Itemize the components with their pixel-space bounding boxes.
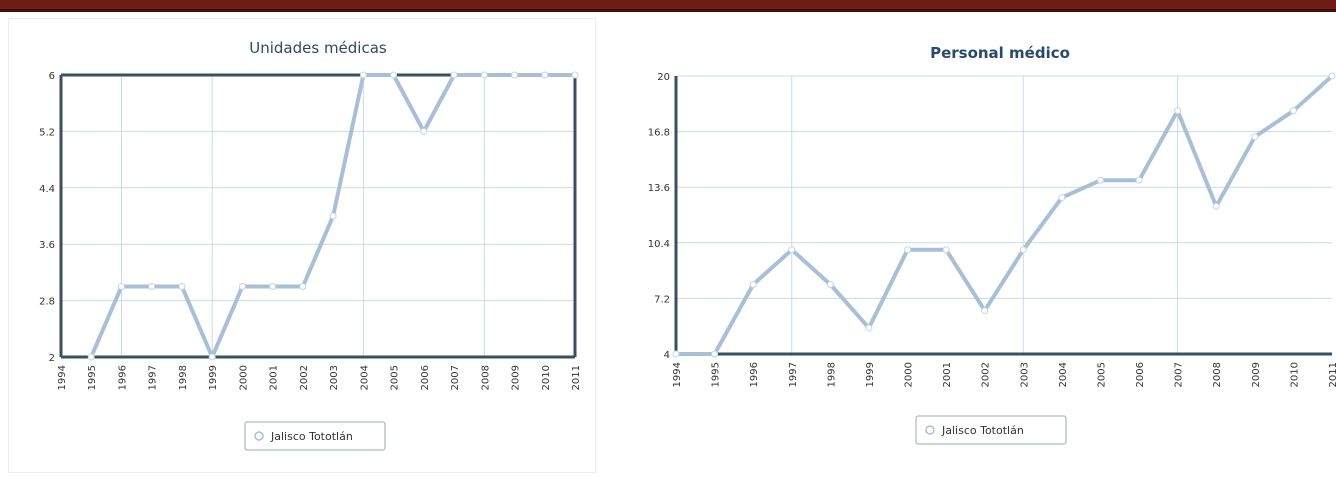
x-tick-label: 2009 bbox=[1251, 362, 1262, 387]
x-tick-label: 1994 bbox=[672, 362, 683, 387]
chart-panel-unidades: Unidades médicas 2 2.8 3.6 4.4 5.2 6 1994 1995 1… bbox=[8, 18, 596, 473]
data-point[interactable] bbox=[480, 71, 488, 79]
chart-personal-medico: Personal médico 4 7.2 10.4 13.6 16.8 20 1994 19… bbox=[648, 44, 1336, 445]
data-point[interactable] bbox=[511, 71, 519, 79]
y-tick-label: 2 bbox=[49, 353, 55, 364]
legend-label[interactable]: Jalisco Tototlán bbox=[941, 424, 1024, 437]
x-tick-label: 2006 bbox=[1135, 362, 1146, 387]
y-tick-label: 4.4 bbox=[39, 184, 55, 195]
plot-area bbox=[61, 75, 575, 357]
y-tick-label: 7.2 bbox=[654, 294, 670, 305]
data-point[interactable] bbox=[571, 71, 579, 79]
data-point[interactable] bbox=[359, 71, 367, 79]
x-tick-label: 2002 bbox=[981, 362, 992, 387]
data-point[interactable] bbox=[1212, 202, 1220, 210]
data-point[interactable] bbox=[420, 127, 428, 135]
data-point[interactable] bbox=[450, 71, 458, 79]
x-tick-label: 1995 bbox=[711, 362, 722, 387]
x-tick-label: 1997 bbox=[148, 365, 159, 390]
legend-marker bbox=[925, 425, 935, 435]
y-tick-label: 3.6 bbox=[39, 240, 55, 251]
x-tick-label: 2007 bbox=[450, 365, 461, 390]
x-tick-label: 2008 bbox=[480, 365, 491, 390]
y-tick-label: 6 bbox=[49, 71, 55, 82]
chart-panel-personal: Personal médico 4 7.2 10.4 13.6 16.8 20 1994 19… bbox=[600, 18, 1336, 473]
data-point[interactable] bbox=[1251, 133, 1259, 141]
series-line bbox=[676, 74, 1334, 356]
y-tick-label: 4 bbox=[664, 350, 670, 361]
x-tick-label: 2004 bbox=[359, 365, 370, 390]
y-tick-label: 13.6 bbox=[648, 183, 670, 194]
data-point[interactable] bbox=[1174, 107, 1182, 115]
data-point[interactable] bbox=[329, 212, 337, 220]
x-tick-label: 1997 bbox=[788, 362, 799, 387]
x-tick-label: 2010 bbox=[541, 365, 552, 390]
legend-box bbox=[244, 421, 386, 451]
chart-title: Unidades médicas bbox=[249, 39, 387, 57]
x-tick-label: 2000 bbox=[238, 365, 249, 390]
x-tick-label: 2006 bbox=[420, 365, 431, 390]
x-tick-label: 1998 bbox=[826, 362, 837, 387]
legend-box bbox=[915, 415, 1067, 445]
data-point[interactable] bbox=[672, 350, 680, 358]
data-point[interactable] bbox=[1096, 176, 1104, 184]
data-point[interactable] bbox=[208, 353, 216, 361]
x-tick-label: 2003 bbox=[1019, 362, 1030, 387]
data-point[interactable] bbox=[1058, 194, 1066, 202]
data-point[interactable] bbox=[904, 246, 912, 254]
plot-area bbox=[676, 76, 1332, 354]
data-point[interactable] bbox=[826, 281, 834, 288]
header-bar bbox=[0, 0, 1336, 12]
legend-marker bbox=[254, 431, 264, 441]
data-point[interactable] bbox=[148, 283, 156, 290]
x-tick-label: 2003 bbox=[329, 365, 340, 390]
x-tick-label: 2009 bbox=[511, 365, 522, 390]
data-point[interactable] bbox=[1135, 176, 1143, 184]
data-point[interactable] bbox=[711, 350, 719, 358]
y-tick-label: 10.4 bbox=[648, 239, 670, 250]
y-tick-label: 5.2 bbox=[39, 127, 55, 138]
x-tick-label: 1994 bbox=[57, 365, 68, 390]
x-tick-label: 1999 bbox=[208, 365, 219, 390]
chart-title: Personal médico bbox=[930, 44, 1070, 62]
data-point[interactable] bbox=[299, 283, 307, 290]
data-point[interactable] bbox=[87, 353, 95, 361]
x-tick-label: 2005 bbox=[390, 365, 401, 390]
data-point[interactable] bbox=[1289, 107, 1297, 115]
x-tick-label: 1995 bbox=[87, 365, 98, 390]
x-tick-label: 2011 bbox=[1328, 362, 1336, 387]
data-point[interactable] bbox=[865, 324, 873, 332]
x-tick-label: 1998 bbox=[178, 365, 189, 390]
x-tick-label: 2001 bbox=[269, 365, 280, 390]
x-tick-label: 2007 bbox=[1174, 362, 1185, 387]
data-point[interactable] bbox=[981, 307, 989, 315]
x-tick-label: 2004 bbox=[1058, 362, 1069, 387]
chart-unidades-medicas: Unidades médicas 2 2.8 3.6 4.4 5.2 6 1994 1995 1… bbox=[39, 39, 582, 451]
data-point[interactable] bbox=[390, 71, 398, 79]
x-tick-label: 2001 bbox=[942, 362, 953, 387]
x-tick-label: 2005 bbox=[1096, 362, 1107, 387]
y-tick-label: 2.8 bbox=[39, 297, 55, 308]
data-point[interactable] bbox=[178, 283, 186, 290]
data-point[interactable] bbox=[238, 283, 246, 290]
x-tick-label: 2010 bbox=[1289, 362, 1300, 387]
data-point[interactable] bbox=[117, 283, 125, 290]
x-tick-label: 1996 bbox=[749, 362, 760, 387]
data-point[interactable] bbox=[1019, 246, 1027, 254]
data-point[interactable] bbox=[749, 281, 757, 288]
x-tick-label: 2000 bbox=[904, 362, 915, 387]
x-tick-label: 2011 bbox=[571, 365, 582, 390]
data-point[interactable] bbox=[1328, 72, 1336, 80]
y-tick-label: 16.8 bbox=[648, 128, 670, 139]
x-tick-label: 1999 bbox=[865, 362, 876, 387]
y-tick-label: 20 bbox=[657, 72, 670, 83]
legend-label[interactable]: Jalisco Tototlán bbox=[270, 430, 353, 443]
data-point[interactable] bbox=[942, 246, 950, 254]
data-point[interactable] bbox=[788, 246, 796, 254]
data-point[interactable] bbox=[269, 283, 277, 290]
x-tick-label: 2008 bbox=[1212, 362, 1223, 387]
x-tick-label: 2002 bbox=[299, 365, 310, 390]
data-point[interactable] bbox=[541, 71, 549, 79]
x-tick-label: 1996 bbox=[117, 365, 128, 390]
